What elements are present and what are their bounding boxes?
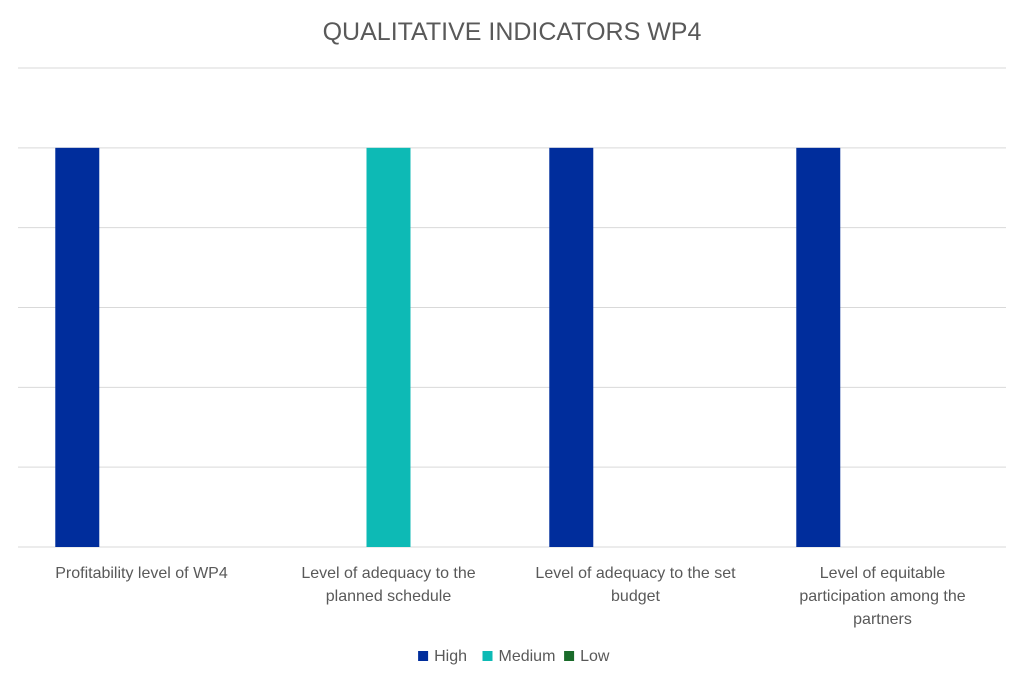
bar-medium-1 [366,147,411,548]
category-labels: Profitability level of WP4 Level of adequ… [55,565,966,628]
bar-high-3 [796,147,841,548]
category-label-1: Level of adequacy to the planned schedule [301,565,475,605]
legend-swatch-high [418,651,429,661]
legend-label-low: Low [580,648,610,665]
legend-label-high: High [434,648,467,665]
legend-swatch-low [564,651,575,661]
legend-label-medium: Medium [499,648,556,665]
chart-title: QUALITATIVE INDICATORS WP4 [323,18,702,46]
legend: High Medium Low [418,648,610,665]
bars [55,147,841,548]
gridlines [18,67,1006,548]
bar-high-0 [55,147,100,548]
legend-item-low: Low [564,648,610,665]
legend-swatch-medium [482,651,493,661]
category-label-2: Level of adequacy to the set budget [535,565,736,605]
category-label-0: Profitability level of WP4 [55,565,228,582]
legend-item-medium: Medium [482,648,556,665]
category-label-3: Level of equitable participation among th… [799,565,965,628]
bar-high-2 [549,147,594,548]
legend-item-high: High [418,648,467,665]
